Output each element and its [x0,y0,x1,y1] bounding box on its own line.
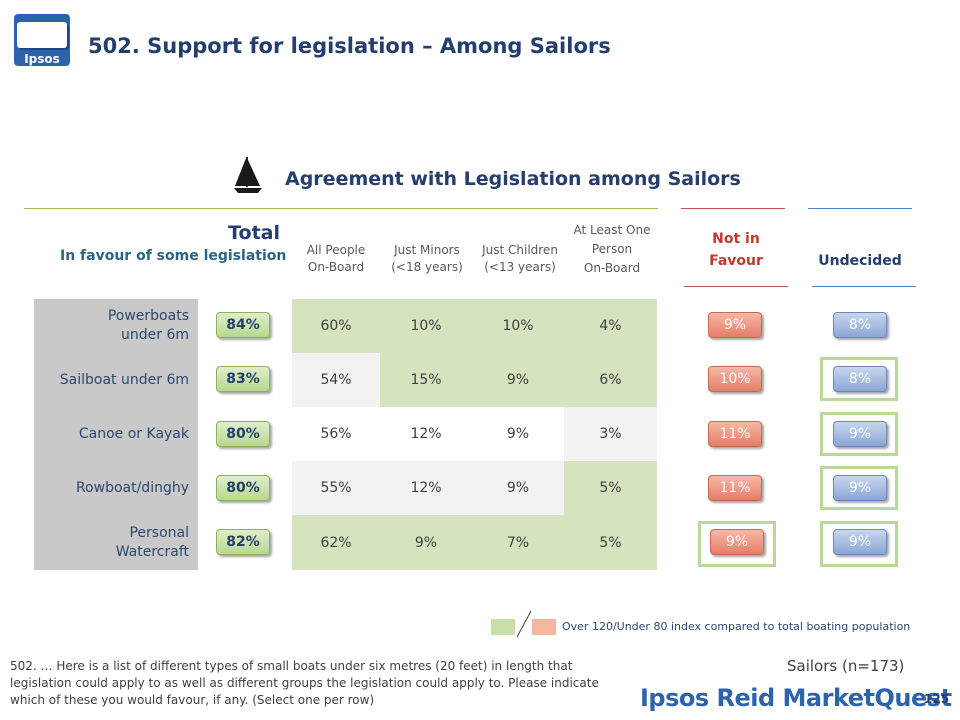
not-in-favour-pill: 11% [708,475,762,501]
col-header-line: At Least One [573,223,651,237]
header-rule-red-bottom [684,286,788,287]
total-title: Total [228,222,280,244]
total-subtitle: In favour of some legislation [60,248,287,264]
table-cell: 62% [292,515,380,570]
page-number: 125 [924,692,950,706]
col-header-all-people: All People On-Board [296,242,376,276]
table-cell: 6% [564,353,657,407]
table-cell: 55% [292,461,380,515]
col-header-line: (<18 years) [391,260,463,274]
total-pill: 83% [216,366,270,392]
undecided-pill: 8% [833,366,887,392]
col-header-at-least-one: At Least One Person On-Board [566,221,658,278]
page-title: 502. Support for legislation – Among Sai… [88,34,611,58]
table-cell: 15% [380,353,472,407]
undecided-pill: 9% [833,475,887,501]
col-header-line: All People [306,243,366,257]
not-in-favour-pill: 11% [708,421,762,447]
not-in-favour-line: Favour [709,253,763,269]
col-header-line: On-Board [583,261,641,275]
undecided-pill: 9% [833,421,887,447]
not-in-favour-pill: 10% [708,366,762,392]
total-pill: 80% [216,421,270,447]
row-label: Sailboat under 6m [34,353,198,407]
col-header-just-minors: Just Minors (<18 years) [383,242,471,276]
table-cell: 60% [292,299,380,353]
logo-tab [17,22,67,48]
row-label: Canoe or Kayak [34,407,198,461]
col-header-just-children: Just Children (<13 years) [474,242,566,276]
table-cell: 9% [472,407,564,461]
header-rule-blue-bottom [812,286,916,287]
highlight-box [698,521,776,567]
total-pill: 80% [216,475,270,501]
table-cell: 9% [380,515,472,570]
legend-red-swatch [532,619,556,635]
table-cell: 9% [472,461,564,515]
logo-text: Ipsos [24,52,60,66]
col-header-line: Just Minors [394,243,460,257]
table-cell: 10% [472,299,564,353]
sailboat-icon [234,157,262,193]
table-cell: 5% [564,515,657,570]
table-cell: 56% [292,407,380,461]
table-cell: 3% [564,407,657,461]
highlight-box [820,357,898,401]
table-cell: 4% [564,299,657,353]
highlight-box [820,412,898,456]
legend-divider [516,610,532,638]
col-header-line: (<13 years) [484,260,556,274]
table-cell: 54% [292,353,380,407]
table-cell: 10% [380,299,472,353]
table-cell: 12% [380,461,472,515]
not-in-favour-line: Not in [712,231,760,247]
undecided-header: Undecided [818,253,902,269]
total-pill: 82% [216,529,270,555]
total-header: Total In favour of some legislation [60,222,287,264]
chart-title: Agreement with Legislation among Sailors [285,168,741,190]
ipsos-logo: Ipsos [14,14,70,66]
row-label: Powerboats under 6m [34,299,198,353]
header-rule-blue-top [808,208,912,209]
undecided-pill: 8% [833,312,887,338]
not-in-favour-pill: 9% [708,312,762,338]
brand-logo: Ipsos Reid MarketQuest [640,684,952,712]
sample-size: Sailors (n=173) [787,657,905,675]
table-cell: 12% [380,407,472,461]
table-cell: 9% [472,353,564,407]
undecided-pill: 9% [833,529,887,555]
not-in-favour-pill: 9% [710,529,764,555]
total-pill: 84% [216,312,270,338]
col-header-line: Just Children [482,243,558,257]
row-label: Personal Watercraft [34,515,198,570]
row-label: Rowboat/dinghy [34,461,198,515]
highlight-box [820,466,898,510]
table-cell: 5% [564,461,657,515]
table-cell: 7% [472,515,564,570]
header-rule-green [24,208,658,209]
col-header-line: On-Board [307,260,365,274]
legend-green-swatch [491,619,515,635]
header-rule-red-top [681,208,785,209]
footnote: 502. … Here is a list of different types… [10,659,599,707]
highlight-box [820,521,898,567]
col-header-line: Person [591,242,633,256]
not-in-favour-header: Not in Favour [684,228,788,272]
legend-text: Over 120/Under 80 index compared to tota… [562,620,911,633]
